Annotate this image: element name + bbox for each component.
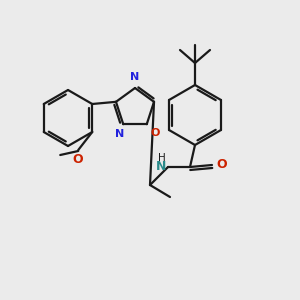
Text: H: H bbox=[158, 153, 166, 163]
Text: N: N bbox=[130, 72, 140, 82]
Text: N: N bbox=[156, 160, 166, 172]
Text: N: N bbox=[115, 129, 124, 139]
Text: O: O bbox=[151, 128, 160, 138]
Text: O: O bbox=[216, 158, 226, 172]
Text: O: O bbox=[72, 153, 83, 166]
